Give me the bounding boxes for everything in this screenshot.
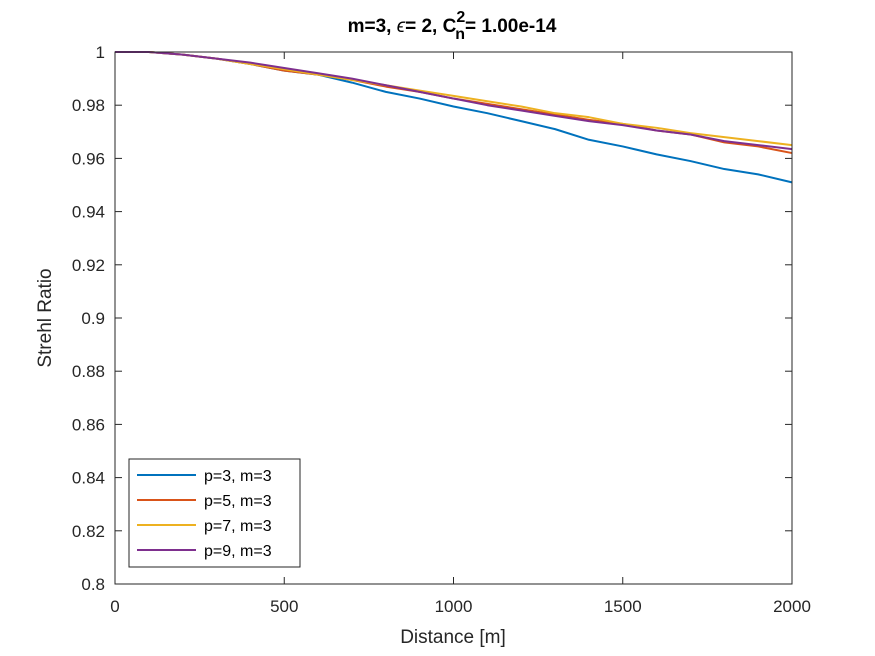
plot-box bbox=[114, 51, 793, 585]
y-tick-label: 0.82 bbox=[72, 522, 105, 541]
y-tick-label: 0.8 bbox=[81, 575, 105, 594]
series-layer bbox=[115, 51, 793, 184]
y-tick-label: 0.84 bbox=[72, 469, 105, 488]
x-axis-label: Distance [m] bbox=[400, 627, 506, 648]
legend-label: p=9, m=3 bbox=[204, 543, 272, 560]
y-tick-label: 0.88 bbox=[72, 362, 105, 381]
tick-layer: 0 500 1000 1500 2000 0.8 0.82 0.84 0.86 0.88 0.9 0.… bbox=[72, 43, 811, 616]
y-tick-label: 0.96 bbox=[72, 149, 105, 168]
legend: p=3, m=3 p=5, m=3 p=7, m=3 p=9, m=3 bbox=[128, 458, 301, 568]
x-tick-label: 1500 bbox=[604, 597, 642, 616]
x-tick-label: 0 bbox=[110, 597, 119, 616]
legend-label: p=7, m=3 bbox=[204, 518, 272, 535]
legend-label: p=3, m=3 bbox=[204, 468, 272, 485]
series-line bbox=[115, 51, 793, 151]
x-tick-label: 2000 bbox=[773, 597, 811, 616]
y-tick-label: 1 bbox=[96, 43, 105, 62]
y-tick-label: 0.86 bbox=[72, 415, 105, 434]
legend-items: p=3, m=3 p=5, m=3 p=7, m=3 p=9, m=3 bbox=[137, 468, 272, 560]
x-tick-label: 500 bbox=[270, 597, 298, 616]
chart-title: m=3, ϵ= 2, C2 n= 1.00e-14 bbox=[348, 9, 557, 43]
y-tick-label: 0.92 bbox=[72, 256, 105, 275]
legend-label: p=5, m=3 bbox=[204, 493, 272, 510]
y-tick-label: 0.94 bbox=[72, 203, 105, 222]
y-axis-label: Strehl Ratio bbox=[35, 268, 56, 367]
x-tick-label: 1000 bbox=[435, 597, 473, 616]
y-tick-label: 0.9 bbox=[81, 309, 105, 328]
y-tick-label: 0.98 bbox=[72, 96, 105, 115]
